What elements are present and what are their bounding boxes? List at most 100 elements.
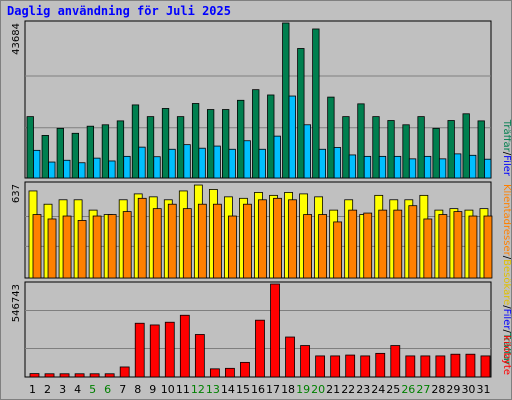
- legend-hits: Träffar/Filer: [501, 119, 511, 177]
- bar-hits-Filer: [303, 124, 311, 179]
- bar-kbytes-kilobyte: [59, 373, 70, 378]
- y-max-label: 637: [11, 184, 22, 203]
- legend-item: /: [501, 329, 511, 333]
- bar-hits-Filer: [183, 144, 191, 179]
- bar-kbytes-kilobyte: [330, 355, 341, 378]
- bar-kbytes-kilobyte: [164, 321, 175, 378]
- bar-visits-Klientadresser: [333, 221, 343, 279]
- x-tick-label: 29: [446, 383, 460, 396]
- x-tick-label: 2: [44, 383, 51, 396]
- bar-hits-Träffar: [26, 116, 34, 179]
- x-tick-label: 15: [236, 383, 250, 396]
- bar-hits-Träffar: [267, 94, 275, 179]
- bar-kbytes-kilobyte: [89, 373, 100, 378]
- bar-hits-Träffar: [252, 89, 260, 179]
- bar-hits-Filer: [243, 140, 251, 179]
- bar-hits-Filer: [408, 158, 417, 179]
- chart-title: Daglig användning för Juli 2025: [7, 4, 231, 18]
- x-tick-label: 6: [104, 383, 111, 396]
- bar-visits-Klientadresser: [318, 214, 328, 279]
- legend-item: Träffar: [501, 119, 511, 153]
- bar-hits-Träffar: [86, 125, 95, 179]
- bar-kbytes-kilobyte: [29, 373, 40, 378]
- x-tick-label: 23: [356, 383, 370, 396]
- bar-visits-Klientadresser: [303, 214, 312, 279]
- x-tick-label: 24: [371, 383, 385, 396]
- bar-hits-Filer: [363, 155, 372, 179]
- x-tick-label: 1: [29, 383, 36, 396]
- bar-kbytes-kilobyte: [435, 355, 446, 378]
- legend-kbytes: kilobyte: [501, 335, 511, 375]
- x-tick-label: 26: [401, 383, 415, 396]
- bar-hits-Filer: [168, 148, 176, 179]
- bar-visits-Klientadresser: [197, 203, 207, 279]
- bar-hits-Filer: [273, 135, 281, 179]
- bar-hits-Filer: [258, 148, 266, 179]
- legend-item: Träffar: [501, 332, 511, 366]
- bar-visits-Klientadresser: [92, 215, 102, 279]
- x-tick-label: 17: [266, 383, 280, 396]
- bar-hits-Träffar: [387, 120, 395, 179]
- bar-visits-Klientadresser: [152, 208, 162, 279]
- bar-kbytes-kilobyte: [44, 373, 55, 378]
- legend-item: Filer: [501, 155, 511, 177]
- bar-hits-Filer: [288, 95, 296, 179]
- bar-visits-Klientadresser: [137, 197, 147, 279]
- bar-kbytes-kilobyte: [74, 373, 85, 378]
- bar-hits-Träffar: [372, 116, 380, 179]
- x-tick-label: 12: [191, 383, 205, 396]
- bar-hits-Filer: [333, 147, 342, 179]
- bar-visits-Klientadresser: [32, 214, 42, 279]
- y-max-label: 43684: [11, 23, 22, 55]
- bar-kbytes-kilobyte: [450, 353, 461, 378]
- legend-item: Filer: [501, 309, 511, 331]
- x-tick-label: 30: [461, 383, 475, 396]
- x-tick-label: 31: [476, 383, 490, 396]
- bar-hits-Filer: [108, 160, 116, 179]
- bar-hits-Träffar: [462, 113, 470, 179]
- x-tick-label: 10: [161, 383, 175, 396]
- x-tick-label: 13: [206, 383, 220, 396]
- bar-hits-Filer: [318, 148, 327, 179]
- bar-kbytes-kilobyte: [225, 367, 235, 378]
- x-tick-label: 27: [416, 383, 430, 396]
- bar-hits-Träffar: [402, 124, 410, 179]
- x-tick-label: 14: [221, 383, 235, 396]
- bar-kbytes-kilobyte: [480, 355, 491, 378]
- bar-visits-Klientadresser: [47, 218, 57, 279]
- legend-item: Klientadresser: [501, 184, 511, 257]
- bar-hits-Filer: [454, 153, 462, 179]
- bar-visits-Klientadresser: [212, 203, 222, 279]
- bar-hits-Träffar: [116, 120, 125, 179]
- legend-visits: Klientadresser/Besökare/Filer/Träffar: [501, 184, 511, 366]
- bar-hits-Filer: [423, 155, 432, 179]
- bar-kbytes-kilobyte: [119, 366, 130, 378]
- x-tick-label: 16: [251, 383, 265, 396]
- bar-hits-Träffar: [56, 127, 64, 179]
- bar-visits-Klientadresser: [453, 211, 463, 279]
- bar-visits-Klientadresser: [483, 215, 493, 279]
- y-max-label: 546743: [11, 284, 22, 322]
- bar-hits-Träffar: [237, 99, 245, 179]
- bar-hits-Filer: [438, 158, 447, 179]
- legend-item: /: [501, 152, 511, 156]
- bar-kbytes-kilobyte: [345, 354, 356, 378]
- bar-hits-Träffar: [342, 116, 350, 179]
- x-tick-label: 21: [326, 383, 340, 396]
- bar-visits-Klientadresser: [363, 212, 373, 279]
- bar-kbytes-kilobyte: [285, 336, 295, 378]
- bar-kbytes-kilobyte: [315, 355, 326, 378]
- bar-kbytes-kilobyte: [209, 368, 220, 378]
- bar-hits-Filer: [469, 154, 477, 179]
- bar-kbytes-kilobyte: [420, 355, 431, 378]
- bar-visits-Klientadresser: [243, 203, 252, 279]
- bar-kbytes-kilobyte: [270, 283, 280, 378]
- bar-hits-Träffar: [161, 108, 170, 179]
- x-tick-label: 7: [119, 383, 126, 396]
- bar-visits-Klientadresser: [273, 197, 282, 279]
- x-tick-label: 5: [89, 383, 96, 396]
- bar-hits-Träffar: [447, 120, 455, 179]
- x-tick-label: 19: [296, 383, 310, 396]
- bar-visits-Klientadresser: [228, 215, 237, 279]
